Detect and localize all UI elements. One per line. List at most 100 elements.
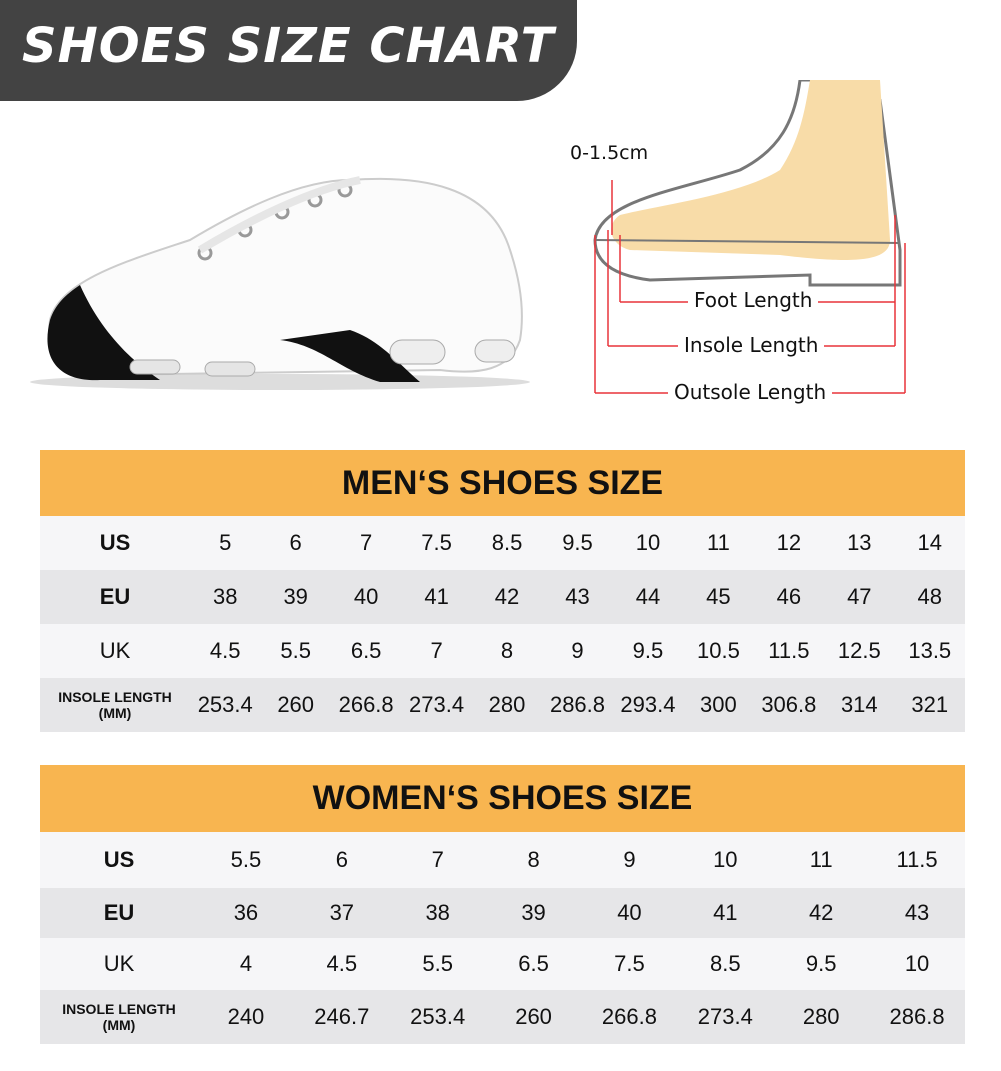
row-label: US (40, 516, 190, 570)
size-cell: 6 (260, 516, 331, 570)
size-cell: 4.5 (190, 624, 261, 678)
size-cell: 5.5 (389, 938, 486, 990)
row-label-unit: (MM) (102, 1017, 136, 1033)
row-label: INSOLE LENGTH (MM) (40, 678, 190, 732)
row-label: UK (40, 624, 190, 678)
table-row: INSOLE LENGTH (MM) 240 246.7 253.4 260 266.8 27… (40, 990, 965, 1044)
table-row: US 5 6 7 7.5 8.5 9.5 10 11 12 13 14 (40, 516, 965, 570)
foot-length-label: Foot Length (688, 288, 819, 312)
size-cell: 9 (581, 832, 678, 888)
size-cell: 10 (677, 832, 774, 888)
size-cell: 9.5 (773, 938, 870, 990)
size-cell: 8 (485, 832, 582, 888)
womens-table-title: WOMEN‘S SHOES SIZE (40, 765, 965, 832)
size-cell: 8.5 (677, 938, 774, 990)
size-cell: 286.8 (869, 990, 965, 1044)
size-cell: 266.8 (581, 990, 678, 1044)
size-cell: 11 (683, 516, 754, 570)
table-row: UK 4.5 5.5 6.5 7 8 9 9.5 10.5 11.5 12.5 13.5 (40, 624, 965, 678)
size-cell: 8 (471, 624, 543, 678)
table-row: US 5.5 6 7 8 9 10 11 11.5 (40, 832, 965, 888)
size-cell: 306.8 (753, 678, 825, 732)
row-label-text: EU (99, 584, 131, 609)
size-cell: 253.4 (389, 990, 486, 1044)
row-label-text: UK (99, 638, 131, 663)
mens-size-table: MEN‘S SHOES SIZE US 5 6 7 7.5 8.5 9.5 10 11 12 13 1… (40, 450, 965, 732)
size-cell: 12 (753, 516, 825, 570)
size-cell: 45 (683, 570, 754, 624)
size-cell: 260 (485, 990, 582, 1044)
size-cell: 286.8 (542, 678, 613, 732)
size-cell: 37 (293, 888, 390, 938)
size-cell: 246.7 (293, 990, 390, 1044)
size-cell: 46 (753, 570, 825, 624)
size-cell: 7 (401, 624, 472, 678)
table-row: EU 36 37 38 39 40 41 42 43 (40, 888, 965, 938)
size-cell: 5 (190, 516, 261, 570)
size-cell: 6.5 (485, 938, 582, 990)
size-cell: 40 (581, 888, 678, 938)
row-label: EU (40, 888, 198, 938)
size-cell: 14 (894, 516, 965, 570)
title-banner: SHOES SIZE CHART (0, 0, 577, 101)
row-label: UK (40, 938, 198, 990)
size-cell: 273.4 (677, 990, 774, 1044)
page-title: SHOES SIZE CHART (22, 18, 555, 74)
size-cell: 7.5 (581, 938, 678, 990)
insole-length-label: Insole Length (678, 333, 825, 357)
size-cell: 4 (198, 938, 294, 990)
row-label-text: US (99, 530, 131, 555)
size-cell: 36 (198, 888, 294, 938)
size-cell: 273.4 (401, 678, 472, 732)
size-cell: 6 (293, 832, 390, 888)
size-cell: 12.5 (824, 624, 895, 678)
size-cell: 9 (542, 624, 613, 678)
size-cell: 42 (773, 888, 870, 938)
row-label-text: US (103, 847, 135, 872)
size-cell: 7 (389, 832, 486, 888)
size-cell: 266.8 (330, 678, 402, 732)
size-cell: 10 (612, 516, 684, 570)
size-cell: 42 (471, 570, 543, 624)
size-cell: 41 (677, 888, 774, 938)
size-cell: 44 (612, 570, 684, 624)
size-cell: 6.5 (330, 624, 402, 678)
size-cell: 13.5 (894, 624, 965, 678)
row-label-text: INSOLE LENGTH (58, 689, 172, 705)
size-cell: 240 (198, 990, 294, 1044)
size-cell: 10.5 (683, 624, 754, 678)
size-cell: 10 (869, 938, 965, 990)
size-cell: 39 (260, 570, 331, 624)
womens-size-table: WOMEN‘S SHOES SIZE US 5.5 6 7 8 9 10 11 11.5 EU 36… (40, 765, 965, 1044)
size-cell: 11 (773, 832, 870, 888)
size-cell: 7 (330, 516, 402, 570)
size-cell: 47 (824, 570, 895, 624)
row-label-text: EU (103, 900, 135, 925)
row-label: INSOLE LENGTH (MM) (40, 990, 198, 1044)
outsole-length-label: Outsole Length (668, 380, 833, 404)
size-cell: 5.5 (260, 624, 331, 678)
size-cell: 253.4 (190, 678, 261, 732)
size-cell: 48 (894, 570, 965, 624)
size-cell: 8.5 (471, 516, 543, 570)
table-row: UK 4 4.5 5.5 6.5 7.5 8.5 9.5 10 (40, 938, 965, 990)
size-cell: 280 (471, 678, 543, 732)
size-cell: 41 (401, 570, 472, 624)
row-label-unit: (MM) (98, 705, 132, 721)
size-cell: 43 (869, 888, 965, 938)
size-cell: 11.5 (753, 624, 825, 678)
size-cell: 40 (330, 570, 402, 624)
row-label-text: UK (103, 951, 135, 976)
size-cell: 11.5 (869, 832, 965, 888)
size-cell: 38 (190, 570, 261, 624)
size-cell: 13 (824, 516, 895, 570)
row-label: EU (40, 570, 190, 624)
size-cell: 7.5 (401, 516, 472, 570)
table-row: EU 38 39 40 41 42 43 44 45 46 47 48 (40, 570, 965, 624)
size-cell: 5.5 (198, 832, 294, 888)
size-cell: 260 (260, 678, 331, 732)
size-cell: 38 (389, 888, 486, 938)
sneaker-image (30, 176, 530, 390)
size-cell: 9.5 (542, 516, 613, 570)
size-cell: 293.4 (612, 678, 684, 732)
